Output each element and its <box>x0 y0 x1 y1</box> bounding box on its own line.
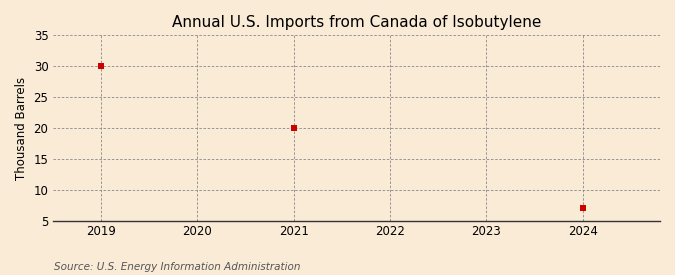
Point <box>95 64 106 68</box>
Point <box>288 126 299 130</box>
Point <box>578 206 589 211</box>
Y-axis label: Thousand Barrels: Thousand Barrels <box>15 76 28 180</box>
Title: Annual U.S. Imports from Canada of Isobutylene: Annual U.S. Imports from Canada of Isobu… <box>171 15 541 30</box>
Text: Source: U.S. Energy Information Administration: Source: U.S. Energy Information Administ… <box>54 262 300 272</box>
